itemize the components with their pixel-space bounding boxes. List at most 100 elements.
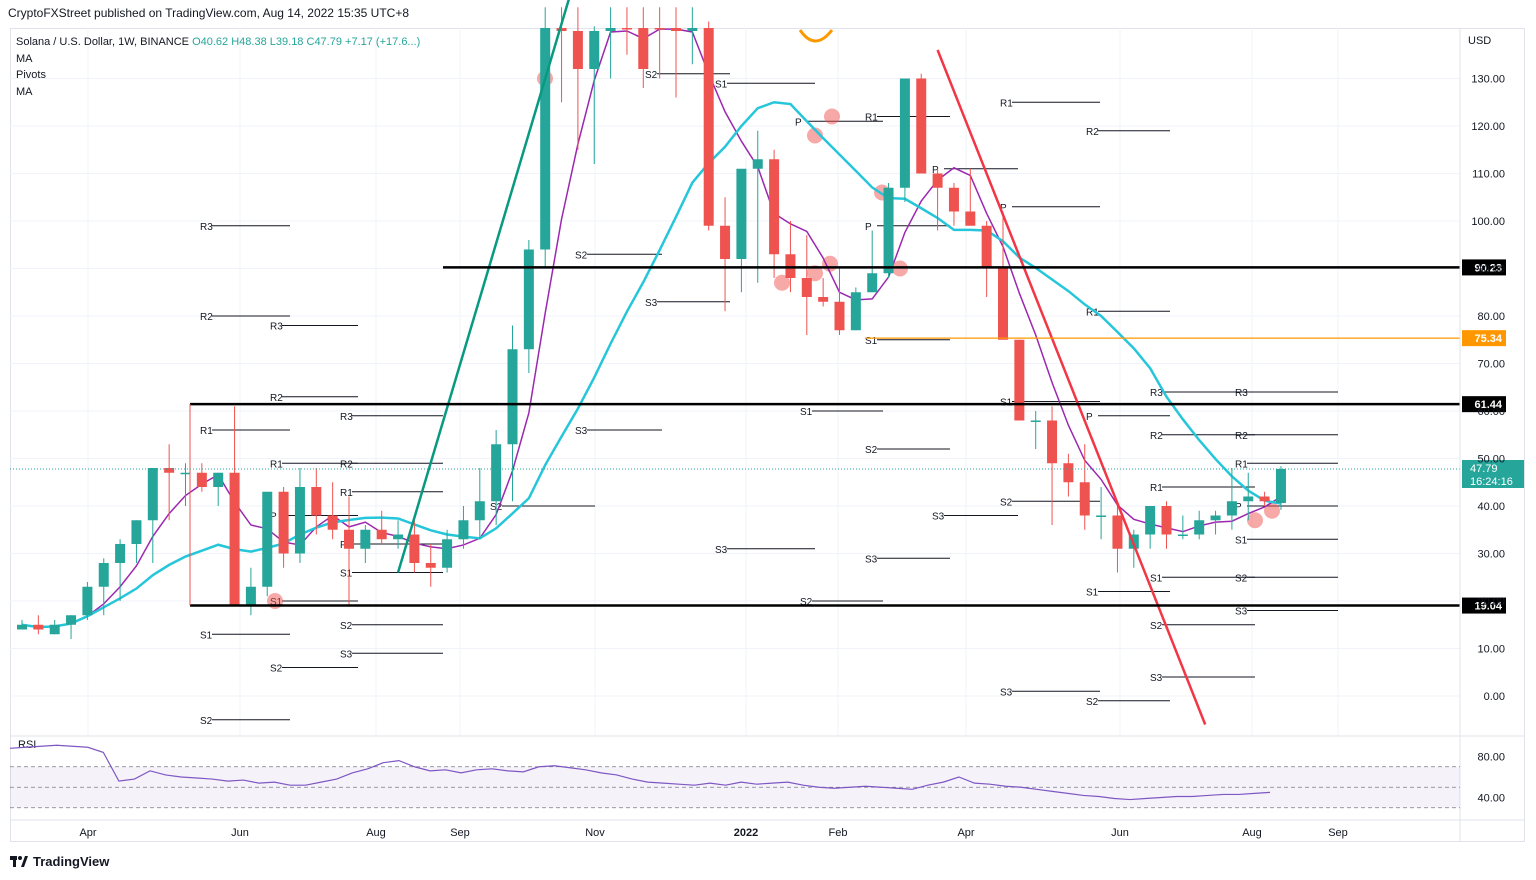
- y-tick-label: 40.00: [1477, 501, 1505, 513]
- candle-body: [294, 487, 305, 554]
- pivot-label: S3: [715, 545, 728, 556]
- highlight-marker: [774, 274, 790, 291]
- pivot-label: R2: [340, 459, 353, 470]
- candle-body: [311, 487, 322, 516]
- pivot-label: S2: [1150, 621, 1163, 632]
- uptrend-line: [396, 0, 570, 573]
- y-tick-label: 10.00: [1477, 644, 1505, 656]
- chart-frame: [10, 28, 1525, 842]
- pivot-label: R3: [200, 222, 213, 233]
- pivot-label: P: [1235, 502, 1242, 513]
- candle-body: [115, 544, 126, 563]
- pivot-label: S3: [340, 649, 353, 660]
- y-tick-label: 30.00: [1477, 549, 1505, 561]
- orange-arc-marker: [798, 29, 834, 43]
- pivot-label: S1: [1086, 588, 1099, 599]
- candle-body: [589, 31, 600, 69]
- level-tag: [1462, 396, 1506, 413]
- candle-body: [932, 173, 943, 188]
- level-tag-label: 19.04: [1474, 601, 1502, 613]
- pivot-label: R2: [1235, 431, 1248, 442]
- indicator-ma-2[interactable]: MA: [16, 85, 33, 98]
- pivot-label: R2: [1086, 127, 1099, 138]
- x-tick-label: Aug: [1242, 827, 1262, 839]
- candle-body: [654, 28, 665, 30]
- candle-body: [736, 168, 747, 259]
- candle-body: [1112, 515, 1123, 549]
- candle-body: [981, 225, 992, 269]
- pivot-label: S1: [1150, 573, 1163, 584]
- candle-body: [867, 273, 878, 293]
- candle-body: [998, 268, 1008, 340]
- ma-fast-line: [21, 28, 1282, 628]
- pivot-label: R1: [270, 459, 283, 470]
- candle-body: [262, 491, 273, 587]
- candle-body: [393, 534, 404, 540]
- pivot-label: S2: [1235, 573, 1248, 584]
- candle-body: [572, 31, 583, 69]
- x-tick-label: Sep: [450, 827, 470, 839]
- pivot-label: S3: [1000, 687, 1013, 698]
- indicator-ma-1[interactable]: MA: [16, 52, 33, 65]
- pivot-label: R1: [1086, 307, 1099, 318]
- pivot-label: R1: [200, 426, 213, 437]
- candle-body: [164, 468, 175, 473]
- highlight-marker: [824, 108, 840, 125]
- candle-body: [229, 472, 240, 606]
- level-tag-label: 90.23: [1474, 262, 1502, 274]
- indicator-pivots[interactable]: Pivots: [16, 69, 46, 81]
- level-tag-label: 61.44: [1474, 399, 1502, 411]
- time-axis: Apr Jun Aug Sep Nov 2022 Feb Apr Jun Aug Sep: [79, 827, 1347, 839]
- x-tick-label: Apr: [79, 827, 96, 839]
- pivot-label: S1: [715, 79, 728, 90]
- candle-body: [801, 278, 812, 297]
- y-tick-label: 130.00: [1471, 74, 1505, 86]
- pivot-label: S3: [1235, 607, 1248, 618]
- pivot-label: P: [795, 117, 802, 128]
- pivot-label: R3: [270, 322, 283, 333]
- pivot-label: P: [270, 512, 277, 523]
- candle-body: [703, 28, 714, 226]
- pivot-label: R3: [340, 412, 353, 423]
- ohlc-change: +7.17 (+17.6...): [345, 36, 421, 48]
- last-price-countdown: 16:24:16: [1470, 476, 1513, 488]
- candle-body: [196, 472, 207, 487]
- candle-body: [1210, 515, 1221, 521]
- x-tick-label: 2022: [734, 827, 758, 839]
- y-tick-label: 110.00: [1472, 169, 1505, 181]
- candle-body: [66, 615, 77, 625]
- candle-body: [1243, 496, 1254, 502]
- pivot-label: P: [340, 540, 347, 551]
- ohlc-low: L39.18: [269, 36, 304, 48]
- last-price-tag: [1462, 459, 1524, 488]
- pivot-label: S2: [800, 597, 813, 608]
- moving-averages: [21, 28, 1282, 629]
- pivot-label: P: [932, 165, 939, 176]
- candlesticks: [17, 7, 1286, 639]
- candle-body: [769, 159, 780, 255]
- pivot-label: R2: [200, 312, 213, 323]
- y-tick-label: 120.00: [1471, 121, 1505, 133]
- pivot-label: S2: [1000, 497, 1013, 508]
- candle-body: [850, 292, 861, 331]
- tradingview-logo[interactable]: TradingView: [10, 854, 109, 869]
- pivot-label: R3: [1150, 388, 1163, 399]
- pivot-label: R1: [1150, 483, 1163, 494]
- pivot-label: R1: [1235, 459, 1248, 470]
- pivot-label: S1: [800, 407, 813, 418]
- ohlc-open: O40.62: [192, 36, 229, 48]
- highlight-marker: [1247, 512, 1263, 529]
- candle-body: [327, 515, 338, 530]
- candle-body: [687, 28, 698, 31]
- candle-body: [1047, 420, 1058, 464]
- candle-body: [638, 28, 649, 69]
- candle-body: [98, 563, 109, 587]
- candle-body: [556, 28, 567, 31]
- candle-body: [491, 444, 502, 502]
- pivot-label: S1: [340, 569, 353, 580]
- symbol-name[interactable]: Solana / U.S. Dollar, 1W, BINANCE: [16, 36, 190, 48]
- chart-legend: Solana / U.S. Dollar, 1W, BINANCE O40.62…: [16, 34, 420, 100]
- candle-body: [1275, 468, 1286, 504]
- candle-body: [605, 28, 616, 31]
